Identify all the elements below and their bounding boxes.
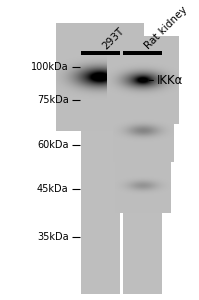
- Text: 75kDa: 75kDa: [37, 95, 68, 105]
- Text: 100kDa: 100kDa: [31, 62, 68, 72]
- Bar: [123, 51, 162, 55]
- Text: Rat kidney: Rat kidney: [143, 5, 189, 51]
- Text: 35kDa: 35kDa: [37, 232, 68, 242]
- Text: 45kDa: 45kDa: [37, 184, 68, 194]
- Bar: [81, 56, 120, 294]
- Text: 60kDa: 60kDa: [37, 140, 68, 150]
- Text: 293T: 293T: [100, 26, 126, 51]
- Text: IKKα: IKKα: [157, 74, 183, 87]
- Bar: [81, 51, 120, 55]
- Bar: [123, 56, 162, 294]
